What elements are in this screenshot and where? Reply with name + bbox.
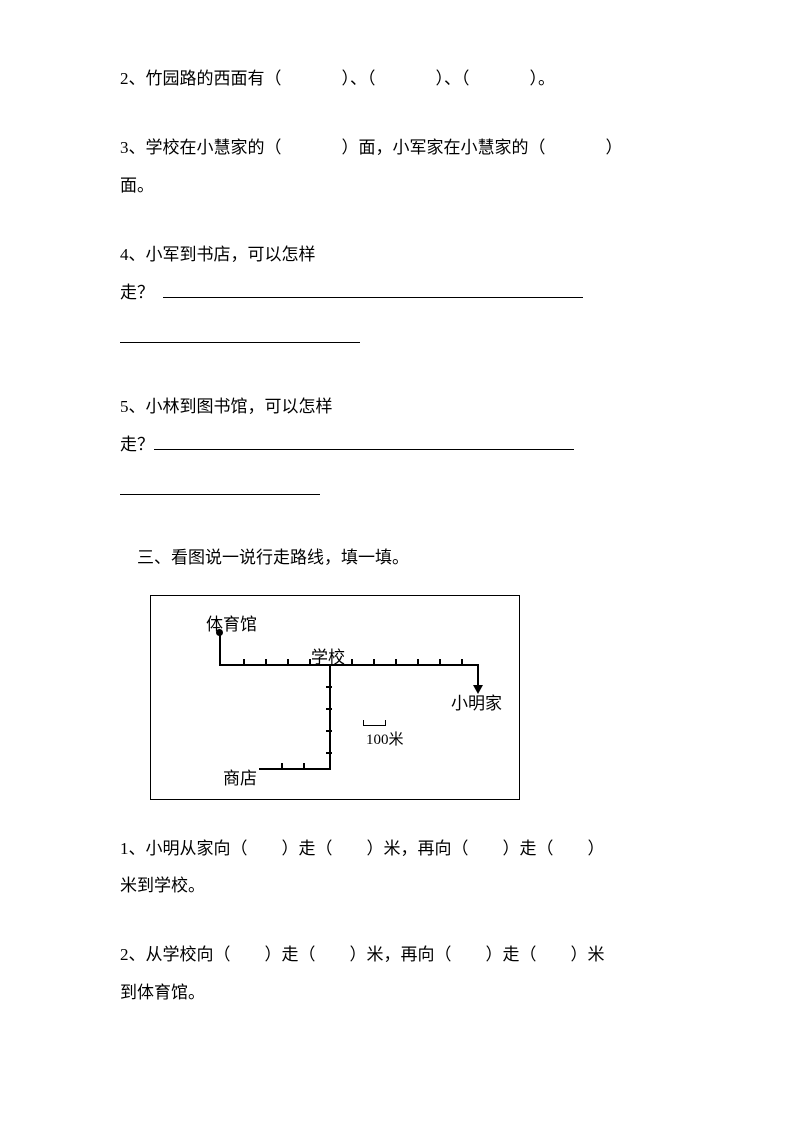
tick	[265, 659, 267, 665]
tick	[439, 659, 441, 665]
blank	[554, 839, 588, 858]
q4-line2: 走？	[120, 283, 154, 302]
blank	[333, 839, 367, 858]
line-bot-h	[259, 768, 331, 770]
tick	[461, 659, 463, 665]
s3q1-text: ）米，再向（	[367, 839, 469, 858]
tick	[309, 659, 311, 665]
label-store: 商店	[223, 764, 257, 789]
tick	[287, 659, 289, 665]
q3-line2: 面。	[120, 176, 154, 195]
s3q1-text: ）走（	[282, 839, 333, 858]
answer-line	[154, 432, 574, 450]
tick	[326, 730, 332, 732]
tick	[281, 763, 283, 769]
blank	[546, 129, 606, 166]
q5-text: 5、小林到图书馆，可以怎样	[120, 397, 333, 416]
answer-line	[120, 477, 320, 495]
q3-text: 3、学校在小慧家的（	[120, 138, 282, 157]
answer-line	[163, 280, 583, 298]
q5-line2: 走？	[120, 435, 154, 454]
s3-question-1: 1、小明从家向（ ）走（ ）米，再向（ ）走（ ） 米到学校。	[120, 830, 690, 905]
s3q2-text: ）走（	[486, 945, 537, 964]
label-scale: 100米	[366, 728, 404, 749]
blank	[470, 60, 530, 97]
tick	[326, 686, 332, 688]
q3-text: ）	[606, 138, 623, 157]
s3q2-text: ）走（	[265, 945, 316, 964]
line-top-h	[220, 664, 330, 666]
s3q2-line2: 到体育馆。	[120, 983, 205, 1002]
line-gym-v	[219, 632, 221, 666]
section-3-title: 三、看图说一说行走路线，填一填。	[120, 541, 690, 575]
s3-question-2: 2、从学校向（ ）走（ ）米，再向（ ）走（ ）米 到体育馆。	[120, 936, 690, 1011]
question-3: 3、学校在小慧家的（ ）面，小军家在小慧家的（ ） 面。	[120, 129, 690, 204]
q2-text: ）。	[530, 69, 556, 88]
question-4: 4、小军到书店，可以怎样 走？	[120, 236, 690, 356]
arrow-home	[473, 685, 483, 694]
question-2: 2、竹园路的西面有（ ）、（ ）、（ ）。	[120, 60, 690, 97]
q2-text: ）、（	[436, 69, 470, 88]
blank	[248, 839, 282, 858]
tick	[326, 752, 332, 754]
blank	[376, 60, 436, 97]
blank	[316, 945, 350, 964]
blank	[231, 945, 265, 964]
label-gym: 体育馆	[206, 610, 257, 635]
s3q1-line2: 米到学校。	[120, 876, 205, 895]
tick	[326, 708, 332, 710]
tick	[351, 659, 353, 665]
tick	[417, 659, 419, 665]
question-5: 5、小林到图书馆，可以怎样 走？	[120, 388, 690, 508]
q2-text: ）、（	[342, 69, 376, 88]
blank	[469, 839, 503, 858]
s3q2-text: ）米	[571, 945, 605, 964]
tick	[373, 659, 375, 665]
scale-bracket	[363, 720, 386, 726]
q2-text: 2、竹园路的西面有（	[120, 69, 282, 88]
tick	[395, 659, 397, 665]
tick	[243, 659, 245, 665]
s3q2-text: 2、从学校向（	[120, 945, 231, 964]
route-diagram: 体育馆 学校 小明家 商店 100米	[150, 595, 520, 800]
tick	[303, 763, 305, 769]
q3-text: ）面，小军家在小慧家的（	[342, 138, 546, 157]
q4-text: 4、小军到书店，可以怎样	[120, 245, 316, 264]
blank	[452, 945, 486, 964]
s3q1-text: ）走（	[503, 839, 554, 858]
s3q2-text: ）米，再向（	[350, 945, 452, 964]
blank	[537, 945, 571, 964]
blank	[282, 129, 342, 166]
blank	[282, 60, 342, 97]
s3q1-text: 1、小明从家向（	[120, 839, 248, 858]
answer-line	[120, 325, 360, 343]
s3q1-text: ）	[588, 839, 605, 858]
